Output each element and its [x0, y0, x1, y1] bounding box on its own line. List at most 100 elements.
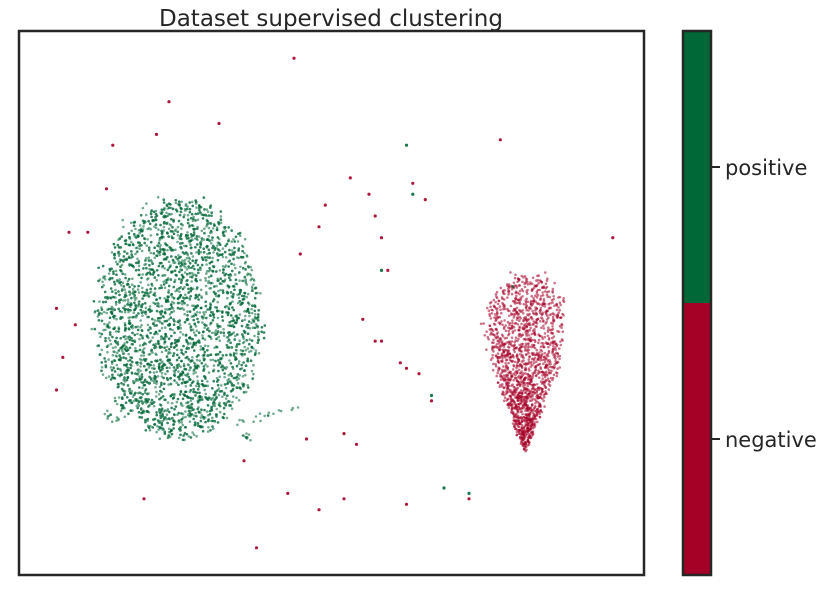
- negative-point: [531, 338, 535, 342]
- positive-point: [151, 426, 154, 429]
- positive-point: [117, 250, 120, 254]
- negative-point: [531, 411, 535, 415]
- positive-point: [142, 358, 146, 361]
- positive-point: [155, 214, 159, 217]
- positive-point: [169, 376, 172, 380]
- positive-point: [209, 242, 213, 245]
- negative-point: [494, 365, 498, 368]
- positive-point: [178, 336, 182, 340]
- positive-point: [200, 229, 204, 233]
- positive-point: [155, 413, 158, 417]
- positive-point: [160, 383, 163, 387]
- positive-point: [202, 196, 206, 199]
- positive-point: [143, 237, 146, 240]
- positive-point: [189, 342, 192, 345]
- positive-point: [208, 308, 212, 311]
- positive-point: [119, 280, 123, 284]
- positive-point: [123, 293, 127, 297]
- positive-point: [222, 402, 226, 405]
- positive-point: [125, 252, 129, 255]
- positive-point: [217, 359, 220, 362]
- positive-point: [141, 303, 144, 306]
- positive-point: [229, 278, 232, 282]
- positive-point: [202, 311, 205, 314]
- positive-point: [199, 288, 203, 292]
- positive-point: [248, 342, 251, 346]
- positive-point: [186, 221, 190, 225]
- positive-point: [199, 348, 202, 351]
- positive-point: [140, 373, 144, 376]
- positive-point: [186, 303, 189, 307]
- positive-point: [203, 408, 206, 412]
- positive-point: [183, 312, 186, 316]
- positive-point: [205, 263, 208, 266]
- negative-point: [497, 366, 501, 370]
- positive-point: [149, 234, 153, 237]
- negative-point: [530, 357, 534, 361]
- positive-point: [178, 277, 181, 281]
- positive-point: [160, 326, 164, 330]
- negative-point: [501, 323, 504, 327]
- negative-point: [550, 328, 553, 332]
- positive-point: [93, 327, 97, 331]
- positive-point: [187, 287, 190, 291]
- positive-point: [238, 313, 242, 316]
- positive-point: [216, 324, 219, 328]
- positive-point: [241, 434, 245, 437]
- positive-point: [143, 391, 147, 395]
- positive-point: [217, 289, 220, 293]
- positive-point: [246, 347, 250, 350]
- positive-point: [172, 323, 176, 327]
- positive-point: [176, 366, 179, 370]
- positive-point: [132, 381, 136, 385]
- positive-point: [242, 420, 245, 423]
- positive-point: [159, 248, 162, 251]
- negative-point: [499, 308, 502, 312]
- positive-point: [231, 387, 235, 391]
- positive-point: [196, 268, 200, 272]
- positive-point: [109, 342, 113, 346]
- positive-point: [179, 281, 183, 285]
- positive-point: [251, 326, 255, 330]
- positive-point: [209, 229, 213, 233]
- positive-point: [158, 319, 161, 323]
- negative-point: [509, 373, 513, 376]
- positive-point: [212, 265, 215, 269]
- positive-point: [155, 298, 158, 301]
- positive-point: [170, 429, 173, 432]
- positive-point: [139, 308, 142, 312]
- positive-point: [257, 338, 260, 342]
- positive-point: [198, 394, 201, 398]
- negative-point: [527, 345, 531, 348]
- positive-point: [107, 272, 111, 275]
- negative-point: [555, 303, 558, 307]
- positive-point: [144, 306, 148, 310]
- positive-point: [145, 273, 148, 276]
- positive-point: [155, 278, 158, 282]
- negative-point: [541, 291, 544, 294]
- positive-point: [189, 233, 193, 236]
- positive-point: [133, 296, 136, 299]
- positive-point: [188, 322, 191, 326]
- positive-point: [296, 406, 300, 409]
- positive-point: [189, 239, 193, 242]
- negative-point: [523, 398, 526, 402]
- positive-point: [116, 351, 119, 355]
- negative-point: [508, 356, 511, 359]
- positive-point: [227, 373, 230, 377]
- positive-point: [170, 218, 173, 221]
- positive-point: [251, 304, 254, 308]
- negative-point: [501, 357, 504, 360]
- positive-point: [260, 330, 264, 334]
- positive-point: [172, 346, 176, 349]
- positive-point: [257, 309, 261, 312]
- positive-point: [195, 251, 198, 254]
- positive-point: [167, 434, 171, 437]
- positive-point: [128, 285, 131, 289]
- positive-point: [188, 411, 192, 415]
- positive-point: [225, 336, 229, 339]
- negative-point: [502, 327, 506, 330]
- positive-point: [161, 395, 165, 398]
- negative-point: [542, 297, 546, 301]
- positive-point: [172, 419, 175, 422]
